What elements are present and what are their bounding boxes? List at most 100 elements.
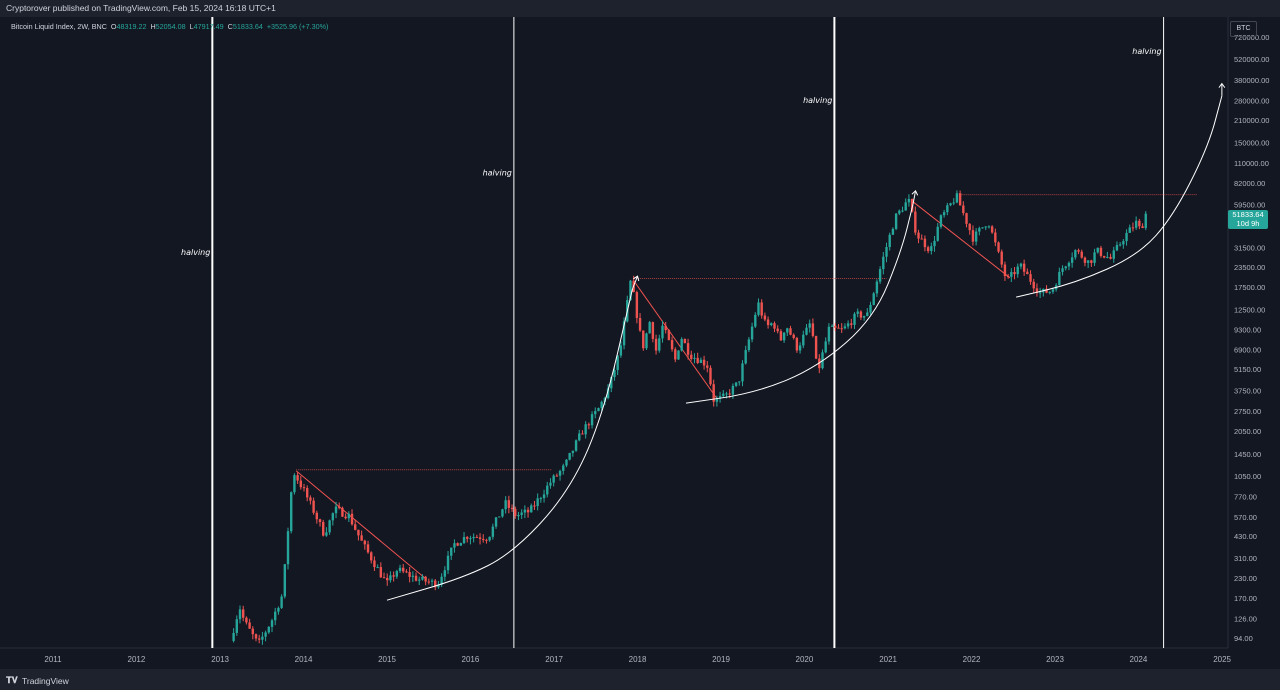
candle-body	[744, 349, 747, 364]
candle-body	[293, 475, 296, 493]
candle-body	[782, 332, 786, 341]
curve-arrow-shaft	[632, 275, 639, 289]
candle-body	[853, 313, 856, 325]
candle-body	[1022, 263, 1026, 272]
parabolic-curve	[685, 203, 914, 404]
price-tick-label: 126.00	[1234, 614, 1257, 623]
candle-body	[427, 581, 431, 583]
time-tick-label: 2023	[1046, 655, 1064, 664]
candle-body	[958, 193, 962, 206]
candle-body	[1099, 247, 1103, 256]
candle-body	[942, 212, 946, 216]
candle-body	[456, 543, 459, 546]
candle-body	[565, 459, 568, 466]
candle-body	[485, 539, 488, 541]
candle-body	[443, 570, 447, 577]
currency-button[interactable]: BTC	[1230, 21, 1257, 37]
candle-body	[645, 333, 648, 349]
candle-body	[680, 338, 683, 351]
time-tick-label: 2018	[629, 655, 647, 664]
time-tick-label: 2013	[211, 655, 229, 664]
candle-body	[354, 524, 357, 530]
candle-body	[1035, 288, 1039, 293]
candle-body	[238, 609, 242, 620]
tradingview-logo-icon[interactable]: 𝐓𝐕	[6, 675, 18, 685]
candle-body	[888, 234, 891, 248]
candle-body	[920, 238, 923, 240]
candle-body	[856, 311, 859, 314]
candle-body	[670, 340, 674, 350]
candle-body	[466, 537, 469, 539]
candle-body	[1144, 213, 1147, 229]
time-tick-label: 2016	[462, 655, 480, 664]
tradingview-logo-text[interactable]: TradingView	[22, 676, 69, 686]
candle-body	[277, 607, 280, 612]
candle-body	[875, 281, 879, 294]
candle-body	[1141, 226, 1144, 229]
candle-body	[654, 338, 658, 351]
candle-body	[1128, 227, 1131, 233]
candle-body	[571, 450, 575, 453]
candle-body	[379, 567, 383, 578]
candle-body	[1109, 256, 1112, 259]
candle-body	[488, 536, 491, 541]
candle-body	[1118, 244, 1122, 246]
candle-body	[706, 365, 709, 368]
candle-body	[725, 393, 728, 395]
candle-body	[357, 529, 360, 536]
candle-body	[1106, 256, 1109, 258]
candle-body	[1115, 245, 1119, 251]
high-label: H	[150, 22, 156, 31]
candle-body	[1122, 241, 1125, 245]
candle-body	[258, 638, 261, 640]
price-chart[interactable]: halving halving halving halving 720000.00 52…	[0, 17, 1280, 669]
candle-body	[578, 433, 581, 441]
parabolic-curve	[1016, 95, 1223, 298]
bar-countdown: 10d 9h	[1236, 219, 1260, 228]
candle-body	[1026, 271, 1029, 275]
publisher-text: Cryptorover published on TradingView.com…	[6, 3, 276, 13]
candle-body	[325, 532, 328, 536]
candle-body	[984, 226, 987, 228]
time-tick-label: 2017	[545, 655, 563, 664]
time-tick-label: 2019	[712, 655, 730, 664]
candle-body	[363, 540, 367, 545]
candle-body	[866, 312, 869, 316]
candle-body	[978, 228, 981, 232]
candle-body	[690, 354, 693, 359]
price-tick-label: 720000.00	[1234, 33, 1269, 42]
candle-body	[299, 480, 303, 488]
candle-body	[469, 538, 472, 540]
candle-body	[446, 555, 450, 571]
candle-body	[472, 536, 475, 539]
candle-body	[309, 497, 312, 501]
candle-body	[811, 323, 815, 336]
time-tick-label: 2021	[879, 655, 897, 664]
close-value: 51833.64	[232, 22, 263, 31]
candle-body	[347, 513, 351, 519]
candle-body	[872, 293, 875, 305]
candle-body	[1067, 262, 1071, 267]
price-tick-label: 430.00	[1234, 532, 1257, 541]
candle-body	[622, 321, 626, 346]
candle-body	[997, 242, 1000, 252]
candle-body	[792, 334, 795, 338]
candle-body	[1058, 271, 1061, 286]
candle-body	[584, 424, 587, 435]
candle-body	[597, 408, 600, 412]
time-axis: 2011 2012 2013 2014 2015 2016 2017 2018 2019 2020…	[44, 655, 1231, 664]
price-axis: 720000.00 520000.00 380000.00 280000.00 2100…	[1234, 33, 1269, 643]
candle-body	[1051, 289, 1055, 292]
candle-body	[616, 355, 619, 370]
candle-body	[891, 228, 895, 235]
candle-body	[610, 377, 613, 389]
candle-body	[440, 576, 443, 585]
price-tick-label: 230.00	[1234, 574, 1257, 583]
candle-body	[898, 210, 901, 214]
candle-body	[1032, 281, 1035, 289]
price-tick-label: 210000.00	[1234, 116, 1269, 125]
candle-body	[786, 328, 789, 333]
price-tick-label: 9300.00	[1234, 325, 1261, 334]
open-label: O	[110, 22, 117, 31]
candle-body	[334, 506, 338, 514]
